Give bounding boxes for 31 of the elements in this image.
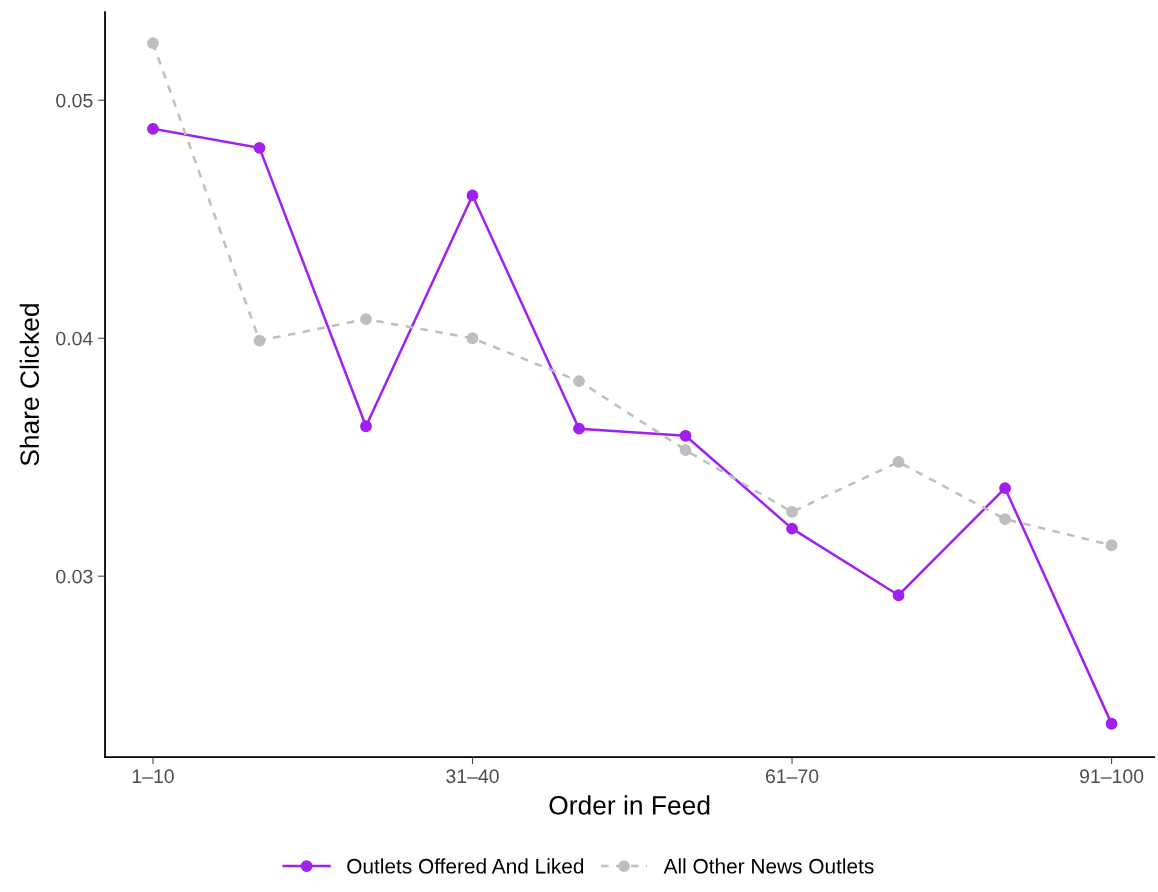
point [892,456,905,468]
point [786,506,798,518]
point [147,37,159,50]
x-tick-label: 1–10 [132,769,174,784]
point [253,334,266,347]
point [786,522,798,535]
x-tick-label: 31–40 [446,769,499,784]
point [679,429,692,442]
y-tick-label: 0.03 [56,569,93,584]
y-axis-title: Share Clicked [19,304,40,466]
point [466,332,479,345]
point [147,122,159,135]
point [892,589,905,602]
legend-label: All Other News Outlets [663,858,874,874]
point [466,189,479,202]
point [573,422,585,435]
y-tick-label: 0.04 [56,331,93,346]
y-tick-label: 0.05 [56,93,93,108]
point [360,313,372,326]
point [253,141,266,154]
point [1105,717,1118,730]
x-tick-label: 91–100 [1080,769,1144,784]
point [999,513,1011,525]
x-axis-title: Order in Feed [549,795,710,815]
point [679,444,692,456]
point [573,375,585,387]
x-tick-label: 61–70 [765,769,819,784]
point [999,482,1011,495]
point [1105,539,1118,552]
point [360,420,372,433]
legend-label: Outlets Offered And Liked [347,858,584,874]
